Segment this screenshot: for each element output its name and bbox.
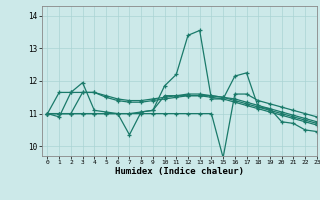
X-axis label: Humidex (Indice chaleur): Humidex (Indice chaleur) [115,167,244,176]
